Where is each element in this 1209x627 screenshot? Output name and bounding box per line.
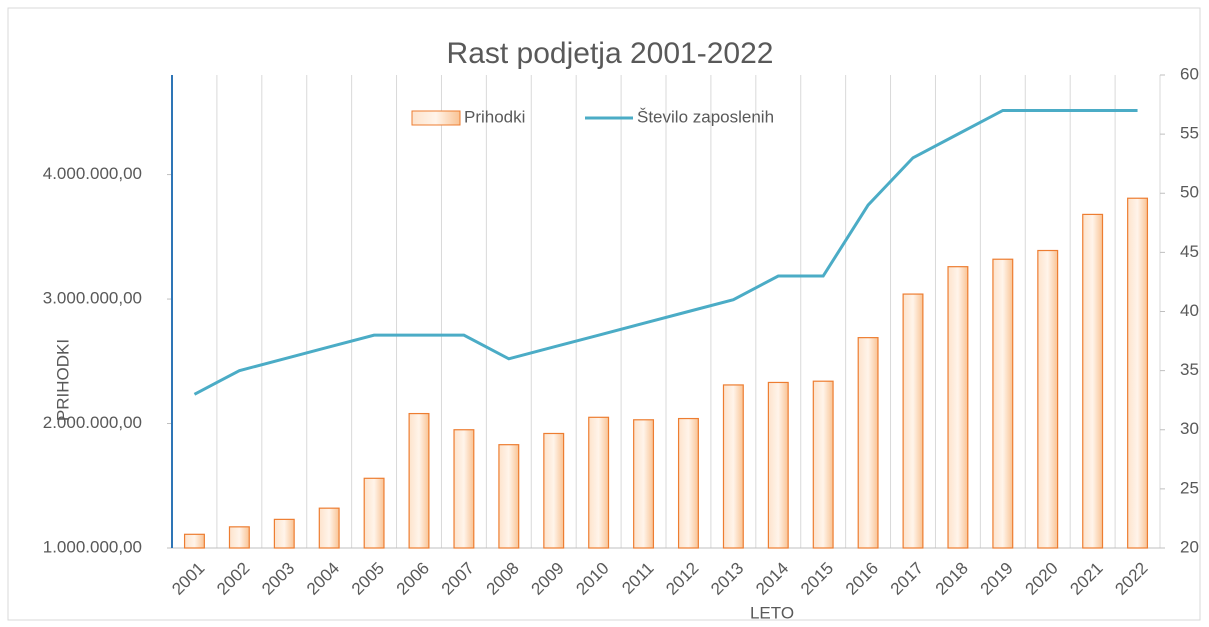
bar [1127,197,1149,549]
legend-label: Število zaposlenih [637,107,774,126]
bar [1082,213,1104,549]
y2-tick-label: 30 [1180,419,1199,438]
y-tick-label: 1.000.000,00 [43,537,142,556]
y-axis-label: PRIHODKI [53,339,72,421]
y2-tick-label: 55 [1180,124,1199,143]
bar [812,380,834,549]
bar [1037,249,1059,549]
bar [722,384,744,549]
bar [498,444,520,549]
bar [633,419,655,549]
y2-tick-label: 50 [1180,183,1199,202]
bar [992,258,1014,549]
y2-tick-label: 60 [1180,64,1199,83]
bar [857,337,879,549]
y2-tick-label: 45 [1180,242,1199,261]
bar [947,266,969,549]
bar [588,416,610,549]
bar [902,293,924,549]
legend-swatch [411,110,461,126]
y-tick-label: 2.000.000,00 [43,413,142,432]
chart-title: Rast podjetja 2001-2022 [447,37,774,70]
bar [228,526,250,549]
bar [543,432,565,549]
bar [767,381,789,549]
y2-tick-label: 40 [1180,301,1199,320]
bar [183,533,205,549]
y2-tick-label: 35 [1180,360,1199,379]
bar [318,507,340,549]
legend-label: Prihodki [464,107,525,126]
bar [273,518,295,549]
bar [363,477,385,549]
y-tick-label: 3.000.000,00 [43,289,142,308]
bar [408,412,430,549]
y-tick-label: 4.000.000,00 [43,164,142,183]
y2-tick-label: 25 [1180,478,1199,497]
y2-tick-label: 20 [1180,537,1199,556]
bar [453,429,475,549]
line [193,108,1138,396]
x-axis-label: LETO [750,603,794,622]
bar [677,417,699,549]
